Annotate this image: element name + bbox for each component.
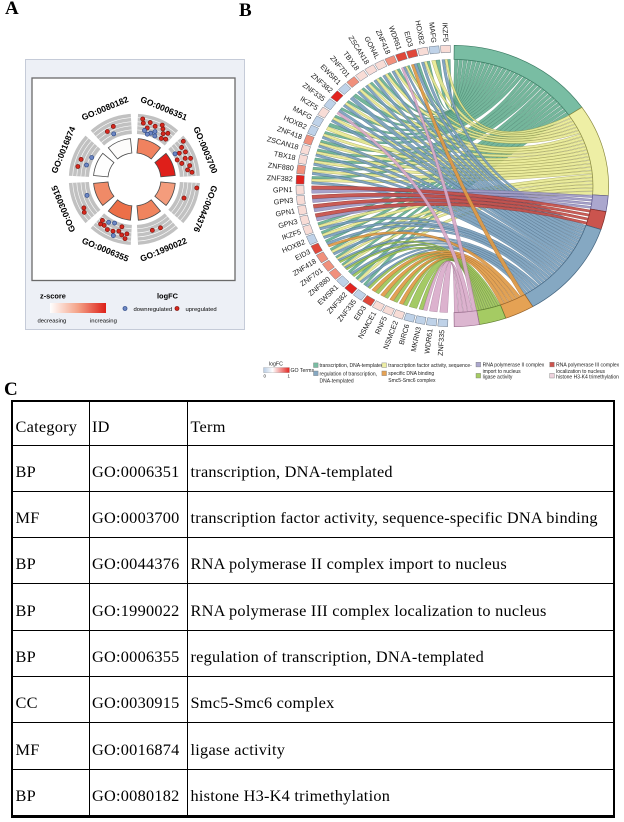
svg-text:logFC: logFC [157, 292, 179, 301]
svg-text:GPN1: GPN1 [273, 185, 293, 195]
svg-text:upregulated: upregulated [186, 307, 217, 313]
svg-text:z-score: z-score [40, 292, 66, 301]
svg-text:ZNF880: ZNF880 [267, 161, 294, 173]
svg-text:histone H3-K4 trimethylation: histone H3-K4 trimethylation [556, 374, 619, 380]
svg-text:decreasing: decreasing [38, 319, 67, 325]
svg-text:Smc5-Smc6 complex: Smc5-Smc6 complex [388, 378, 436, 384]
svg-text:transcription, DNA-templated: transcription, DNA-templated [320, 363, 384, 369]
svg-text:regulation of transcription,: regulation of transcription, [320, 371, 378, 377]
svg-text:EID3: EID3 [402, 30, 415, 48]
svg-text:GO Terms: GO Terms [291, 368, 315, 374]
svg-text:logFC: logFC [269, 362, 283, 368]
svg-text:RNA polymerase III complex: RNA polymerase III complex [556, 363, 620, 369]
svg-text:ZNF335: ZNF335 [436, 330, 447, 356]
svg-text:IKZF5: IKZF5 [441, 22, 451, 42]
svg-text:HOXB2: HOXB2 [413, 20, 426, 46]
svg-text:GPN1: GPN1 [275, 206, 296, 218]
svg-text:GPN3: GPN3 [273, 196, 293, 207]
svg-text:transcription factor activity,: transcription factor activity, sequence- [388, 363, 472, 369]
svg-text:MAFG: MAFG [427, 22, 438, 44]
svg-text:ZNF382: ZNF382 [267, 173, 293, 183]
svg-text:1: 1 [288, 374, 291, 379]
svg-text:increasing: increasing [90, 319, 117, 325]
svg-text:RNA polymerase II complex: RNA polymerase II complex [483, 363, 545, 369]
svg-text:localization to nucleus: localization to nucleus [556, 369, 605, 375]
svg-text:TBX18: TBX18 [273, 149, 296, 162]
svg-text:BIRC6: BIRC6 [397, 323, 412, 346]
svg-text:import to nucleus: import to nucleus [483, 369, 522, 375]
svg-text:0: 0 [264, 374, 267, 379]
svg-text:specific DNA binding: specific DNA binding [388, 371, 434, 377]
svg-text:WDR61: WDR61 [422, 328, 434, 354]
svg-text:MKRN3: MKRN3 [409, 326, 423, 352]
svg-text:DNA-templated: DNA-templated [320, 379, 354, 385]
svg-text:downregulated: downregulated [134, 307, 173, 313]
svg-text:ligase activity: ligase activity [483, 374, 513, 380]
